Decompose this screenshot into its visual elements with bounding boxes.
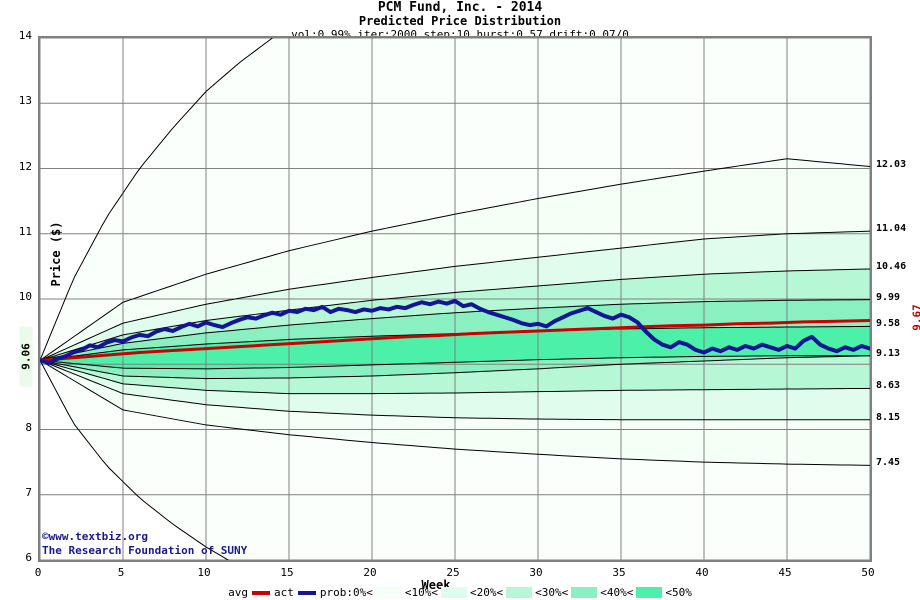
legend-avg-swatch [252, 590, 270, 595]
series-line-avg [40, 319, 870, 362]
legend-swatch [375, 587, 402, 598]
watermark-site: ©www.textbiz.org [42, 530, 148, 543]
watermark-org: The Research Foundation of SUNY [42, 544, 248, 557]
right-label-11.04: 11.04 [876, 223, 907, 235]
band-edge-20%-upper [40, 230, 870, 361]
right-label-9.58: 9.58 [876, 318, 901, 330]
legend-swatch [440, 587, 467, 598]
x-tick-45: 45 [778, 566, 792, 579]
legend-swatch [636, 587, 663, 598]
y-tick-11: 11 [18, 224, 32, 238]
right-label-7.45: 7.45 [876, 457, 901, 469]
band-edge-10%-upper [40, 158, 870, 361]
x-tick-15: 15 [280, 566, 294, 579]
chart-subtitle: Predicted Price Distribution [358, 14, 562, 28]
y-tick-7: 7 [25, 485, 32, 499]
y-tick-8: 8 [25, 420, 32, 434]
right-label-9.13: 9.13 [876, 347, 901, 359]
band-edge-50%-lower [40, 355, 870, 370]
band-edge-30%-lower [40, 359, 870, 395]
end-average-label: 9.67 [910, 303, 920, 331]
legend-prob-label: prob:0%< [319, 586, 373, 599]
x-tick-40: 40 [695, 566, 709, 579]
x-tick-20: 20 [363, 566, 377, 579]
band-edge-30%-upper [40, 268, 870, 361]
title-block: PCM Fund, Inc. - 2014 Predicted Price Di… [0, 0, 920, 41]
band-edge-20%-lower [40, 359, 870, 421]
legend-label: <40%< [600, 586, 634, 599]
legend-label: <50% [665, 586, 692, 599]
legend-act-label: act [274, 586, 294, 599]
right-label-9.99: 9.99 [876, 291, 901, 303]
plot-area [38, 36, 872, 562]
y-tick-12: 12 [18, 159, 32, 173]
start-price-label: 9.06 [19, 326, 33, 387]
x-tick-10: 10 [197, 566, 211, 579]
series-line-act [40, 298, 870, 365]
legend-label: <10%< [404, 586, 438, 599]
y-tick-6: 6 [25, 551, 32, 564]
legend-label: <30%< [535, 586, 569, 599]
legend-label: <20%< [469, 586, 504, 599]
right-label-10.46: 10.46 [876, 260, 907, 272]
y-tick-14: 14 [18, 29, 32, 42]
right-label-12.03: 12.03 [876, 158, 907, 170]
x-tick-5: 5 [117, 566, 125, 579]
legend-act-swatch [297, 590, 316, 595]
y-axis-label: Price ($) [49, 221, 63, 287]
x-tick-35: 35 [612, 566, 626, 579]
page-title: PCM Fund, Inc. - 2014 [377, 0, 543, 15]
right-label-8.63: 8.63 [876, 380, 901, 392]
plot-canvas [40, 38, 870, 560]
y-tick-13: 13 [18, 94, 32, 108]
legend-band-group: <10%< <20%< <30%< <40%< <50% [375, 586, 694, 599]
x-tick-0: 0 [34, 566, 42, 579]
chart-legend: avg act prob:0%< <10%< <20%< <30%< <40%< <50… [0, 586, 920, 599]
band-edge-40%-lower [40, 355, 870, 380]
x-tick-25: 25 [446, 566, 460, 579]
x-tick-50: 50 [861, 566, 875, 579]
band-edge-outer-0%-lower [40, 360, 230, 560]
band-edge-40%-upper [40, 299, 870, 361]
legend-swatch [506, 587, 533, 598]
legend-swatch [571, 587, 598, 598]
x-tick-30: 30 [529, 566, 543, 579]
legend-avg-label: avg [228, 586, 248, 599]
band-edge-10%-lower [40, 359, 870, 466]
right-label-8.15: 8.15 [876, 411, 901, 423]
band-edge-outer-0%-upper [40, 38, 274, 361]
y-tick-10: 10 [18, 290, 32, 303]
